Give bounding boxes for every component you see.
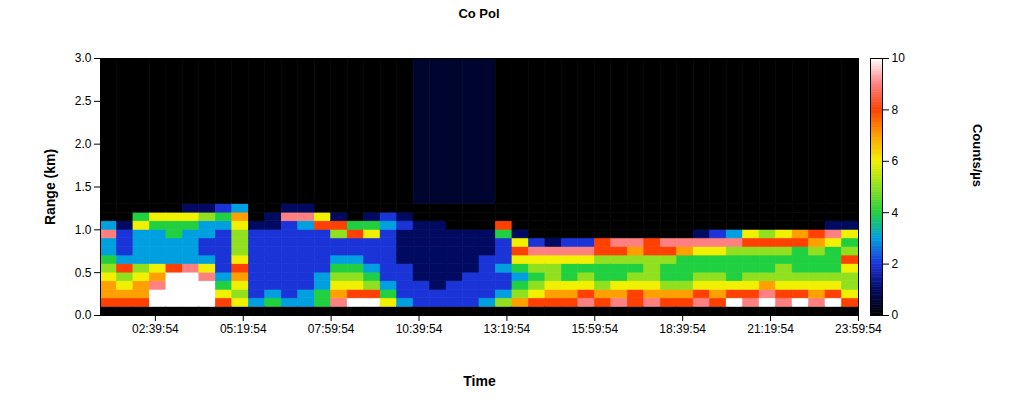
svg-text:Time: Time [463, 373, 496, 389]
svg-text:Range (km): Range (km) [42, 149, 58, 225]
svg-text:02:39:54: 02:39:54 [132, 322, 179, 336]
svg-text:23:59:54: 23:59:54 [835, 322, 882, 336]
svg-text:6: 6 [892, 154, 899, 168]
svg-text:3.0: 3.0 [75, 51, 92, 65]
svg-text:13:19:54: 13:19:54 [484, 322, 531, 336]
html-text:Co Pol: Co Pol [458, 6, 500, 21]
svg-text:4: 4 [892, 206, 899, 220]
svg-text:2: 2 [892, 257, 899, 271]
svg-text:07:59:54: 07:59:54 [308, 322, 355, 336]
svg-text:0: 0 [892, 308, 899, 322]
svg-text:Counts/µs: Counts/µs [970, 124, 985, 187]
svg-text:15:59:54: 15:59:54 [571, 322, 618, 336]
svg-text:1.5: 1.5 [75, 180, 92, 194]
svg-text:10: 10 [892, 51, 906, 65]
svg-text:1.0: 1.0 [75, 223, 92, 237]
svg-text:10:39:54: 10:39:54 [396, 322, 443, 336]
svg-text:0.5: 0.5 [75, 266, 92, 280]
svg-text:8: 8 [892, 103, 899, 117]
svg-text:21:19:54: 21:19:54 [747, 322, 794, 336]
svg-text:05:19:54: 05:19:54 [220, 322, 267, 336]
svg-text:2.5: 2.5 [75, 94, 92, 108]
svg-text:18:39:54: 18:39:54 [659, 322, 706, 336]
svg-text:0.0: 0.0 [75, 308, 92, 322]
svg-text:2.0: 2.0 [75, 137, 92, 151]
